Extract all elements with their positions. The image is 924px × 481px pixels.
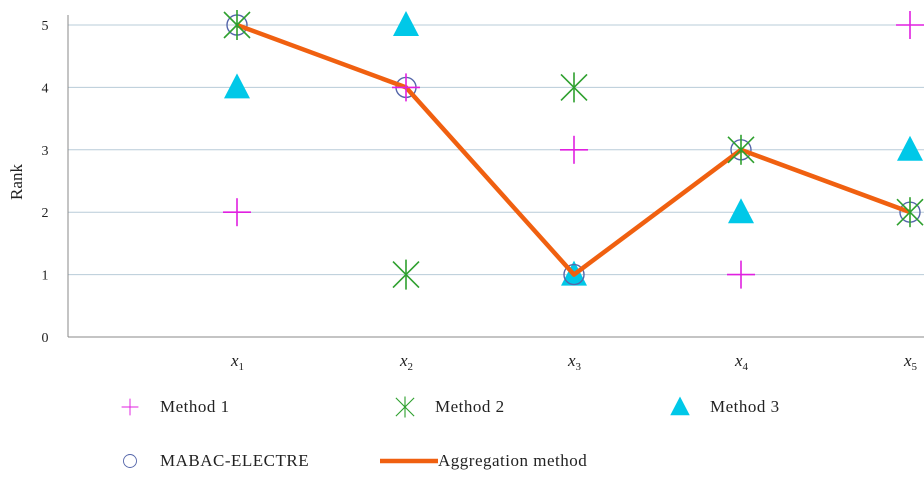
legend-label: Method 3 [710, 397, 780, 416]
legend-item: Method 3 [670, 396, 780, 416]
legend-label: Method 1 [160, 397, 230, 416]
method-2-point [560, 72, 588, 103]
aggregation-method-line [236, 22, 911, 277]
y-tick-label: 3 [42, 144, 49, 159]
method-2-point [223, 10, 251, 40]
method-3-point [393, 11, 419, 36]
legend-item: Aggregation method [380, 451, 587, 470]
x-tick-label: x4 [734, 351, 749, 373]
mabac-electre-point [563, 263, 585, 286]
method-1-point [560, 135, 588, 164]
legend-swatch [395, 396, 415, 418]
legend-label: Aggregation method [438, 451, 587, 470]
method-1-point [896, 11, 924, 39]
method-1-point [392, 73, 420, 102]
legend-item: Method 1 [121, 397, 230, 416]
x-tick-labels: x1 x2 x3 x4 x5 [230, 351, 918, 373]
x-tick-label: x1 [230, 351, 244, 373]
legend-swatch [121, 398, 139, 416]
x-tick-label: x5 [903, 351, 918, 373]
data-marks [223, 10, 924, 290]
y-tick-label: 0 [42, 331, 49, 346]
method-3-point [728, 198, 754, 224]
legend-label: Method 2 [435, 397, 505, 416]
method-1-point [727, 260, 755, 289]
method-2-point [727, 134, 755, 165]
y-axis-title: Rank [7, 164, 26, 200]
legend-swatch [670, 396, 690, 416]
y-tick-label: 2 [42, 206, 49, 221]
legend-item: Method 2 [395, 396, 505, 418]
y-tick-label: 4 [42, 81, 49, 96]
method-2-point [392, 259, 420, 290]
legend-label: MABAC-ELECTRE [160, 451, 309, 470]
x-tick-label: x2 [399, 351, 413, 373]
method-2-point [896, 197, 924, 228]
legend-swatch [123, 454, 137, 468]
y-tick-label: 1 [42, 269, 49, 284]
method-3-point [897, 135, 923, 161]
x-tick-label: x3 [567, 351, 582, 373]
y-tick-label: 5 [42, 19, 49, 34]
grid-lines [68, 24, 924, 276]
method-3-point [224, 73, 250, 99]
legend: Method 1 Method 2 Method 3 MABAC-ELECTRE Agg… [121, 396, 780, 470]
legend-item: MABAC-ELECTRE [123, 451, 309, 470]
method-1-point [223, 198, 251, 227]
y-tick-labels: 0 1 2 3 4 5 [42, 19, 49, 346]
axes [67, 15, 924, 338]
